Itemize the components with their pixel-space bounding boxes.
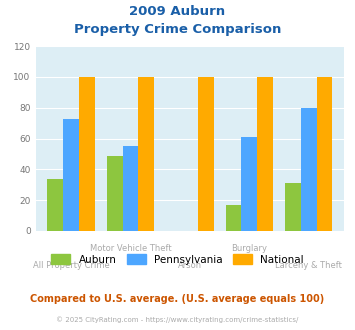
Bar <box>257 77 273 231</box>
Text: Burglary: Burglary <box>231 244 267 253</box>
Text: Larceny & Theft: Larceny & Theft <box>275 261 342 270</box>
Bar <box>241 137 257 231</box>
Text: Property Crime Comparison: Property Crime Comparison <box>74 23 281 36</box>
Bar <box>138 77 154 231</box>
Bar <box>301 108 317 231</box>
Bar <box>107 155 122 231</box>
Bar <box>198 77 214 231</box>
Text: Motor Vehicle Theft: Motor Vehicle Theft <box>90 244 171 253</box>
Bar <box>122 146 138 231</box>
Bar <box>225 205 241 231</box>
Text: All Property Crime: All Property Crime <box>33 261 109 270</box>
Bar <box>317 77 333 231</box>
Text: © 2025 CityRating.com - https://www.cityrating.com/crime-statistics/: © 2025 CityRating.com - https://www.city… <box>56 317 299 323</box>
Bar <box>285 183 301 231</box>
Legend: Auburn, Pennsylvania, National: Auburn, Pennsylvania, National <box>47 250 308 269</box>
Text: Compared to U.S. average. (U.S. average equals 100): Compared to U.S. average. (U.S. average … <box>31 294 324 304</box>
Bar <box>79 77 95 231</box>
Text: Arson: Arson <box>178 261 202 270</box>
Bar <box>47 179 63 231</box>
Text: 2009 Auburn: 2009 Auburn <box>130 5 225 18</box>
Bar <box>63 118 79 231</box>
